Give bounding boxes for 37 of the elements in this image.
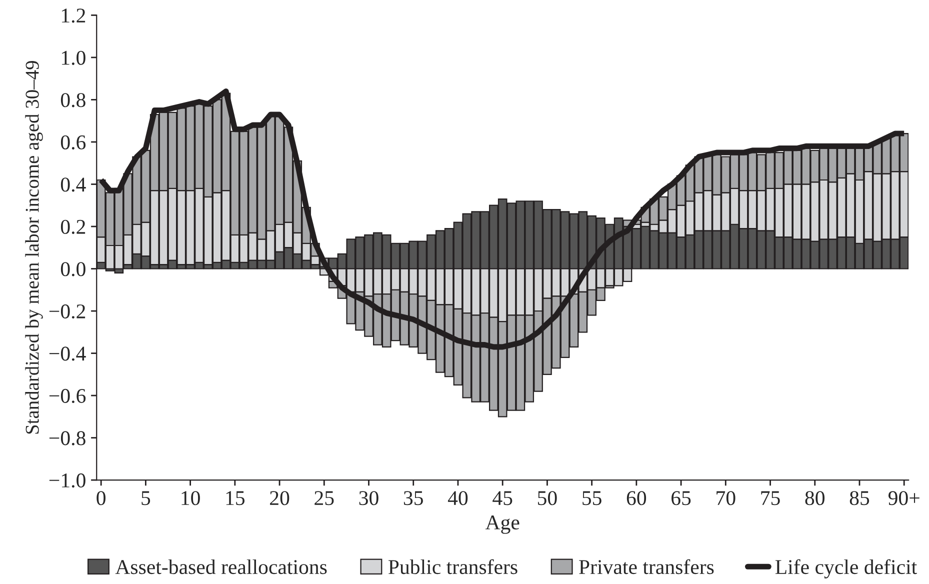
x-axis-title: Age [485, 516, 520, 534]
legend-label: Public transfers [388, 559, 518, 574]
y-tick-label: −1.0 [49, 473, 86, 488]
y-tick-label: 1.0 [62, 50, 86, 65]
x-tick-label: 15 [226, 491, 245, 506]
y-tick-label: −0.4 [49, 346, 86, 361]
x-tick-label: 60 [626, 491, 646, 506]
x-tick-label: 5 [142, 491, 150, 506]
legend-label: Asset-based reallocations [115, 559, 327, 574]
x-tick-label: 10 [182, 491, 200, 506]
y-tick-label: 0.8 [60, 93, 86, 108]
x-tick-label: 70 [716, 491, 736, 506]
x-tick-label: 25 [314, 491, 334, 506]
y-axis-title: Standardized by mean labor income aged 30–49 [25, 61, 43, 434]
y-tick-label: 0.4 [60, 178, 86, 192]
y-tick-label: 0.6 [60, 135, 86, 150]
x-tick-label: 45 [492, 491, 512, 506]
x-tick-label: 75 [761, 491, 780, 506]
x-tick-label: 55 [582, 491, 602, 506]
y-tick-label: −0.8 [49, 431, 86, 446]
y-tick-label: −0.6 [49, 388, 86, 404]
x-tick-label: 30 [359, 491, 378, 506]
x-tick-label: 40 [448, 491, 468, 506]
y-tick-label: 1.2 [62, 8, 86, 23]
x-tick-label: 80 [805, 491, 824, 506]
x-tick-label: 20 [270, 491, 290, 506]
legend-label: Life cycle deficit [775, 559, 917, 578]
y-tick-label: −0.2 [49, 304, 86, 319]
x-tick-label: 85 [850, 491, 870, 506]
x-tick-label: 0 [96, 491, 106, 506]
x-tick-label: 35 [404, 491, 423, 506]
legend-label: Private transfers [579, 559, 714, 574]
y-tick-label: 0.2 [60, 220, 86, 234]
x-tick-label: 90+ [888, 491, 920, 506]
y-tick-label: 0.0 [60, 262, 86, 276]
x-tick-label: 65 [672, 491, 691, 506]
x-tick-label: 50 [538, 491, 557, 506]
